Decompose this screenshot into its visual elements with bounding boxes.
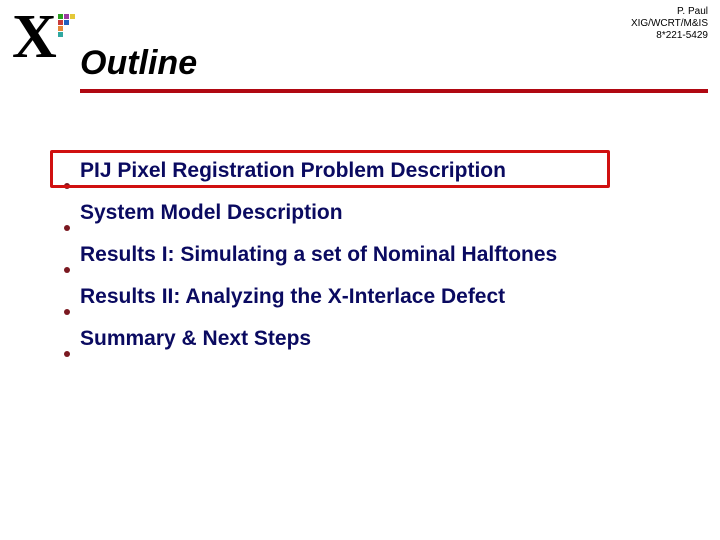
bullet-text: Results I: Simulating a set of Nominal H… — [80, 240, 557, 270]
meta-dept: XIG/WCRT/M&IS — [631, 18, 708, 30]
bullet-row: System Model Description — [64, 198, 700, 228]
bullet-text: Results II: Analyzing the X-Interlace De… — [80, 282, 505, 312]
bullet-text: System Model Description — [80, 198, 343, 228]
bullet-text: PIJ Pixel Registration Problem Descripti… — [80, 156, 506, 186]
bullet-row: PIJ Pixel Registration Problem Descripti… — [64, 156, 700, 186]
logo-pixel — [64, 20, 69, 25]
bullet-dot-icon — [64, 267, 70, 273]
bullet-dot-icon — [64, 183, 70, 189]
bullet-list: PIJ Pixel Registration Problem Descripti… — [64, 156, 700, 366]
bullet-dot-icon — [64, 225, 70, 231]
bullet-row: Results II: Analyzing the X-Interlace De… — [64, 282, 700, 312]
bullet-row: Results I: Simulating a set of Nominal H… — [64, 240, 700, 270]
logo-pixel — [58, 26, 63, 31]
logo-pixel — [64, 14, 69, 19]
page-title: Outline — [80, 44, 708, 87]
meta-phone: 8*221-5429 — [631, 30, 708, 42]
bullet-dot-icon — [64, 309, 70, 315]
logo-pixel — [58, 20, 63, 25]
title-block: Outline — [80, 44, 708, 93]
logo-pixel — [70, 14, 75, 19]
bullet-dot-icon — [64, 351, 70, 357]
bullet-row: Summary & Next Steps — [64, 324, 700, 354]
logo-x-glyph: X — [12, 2, 55, 73]
logo: X — [14, 10, 74, 76]
title-underline — [80, 89, 708, 93]
meta-author: P. Paul — [631, 6, 708, 18]
header-meta: P. Paul XIG/WCRT/M&IS 8*221-5429 — [631, 6, 708, 42]
logo-pixel — [58, 14, 63, 19]
logo-pixel — [58, 32, 63, 37]
bullet-text: Summary & Next Steps — [80, 324, 311, 354]
